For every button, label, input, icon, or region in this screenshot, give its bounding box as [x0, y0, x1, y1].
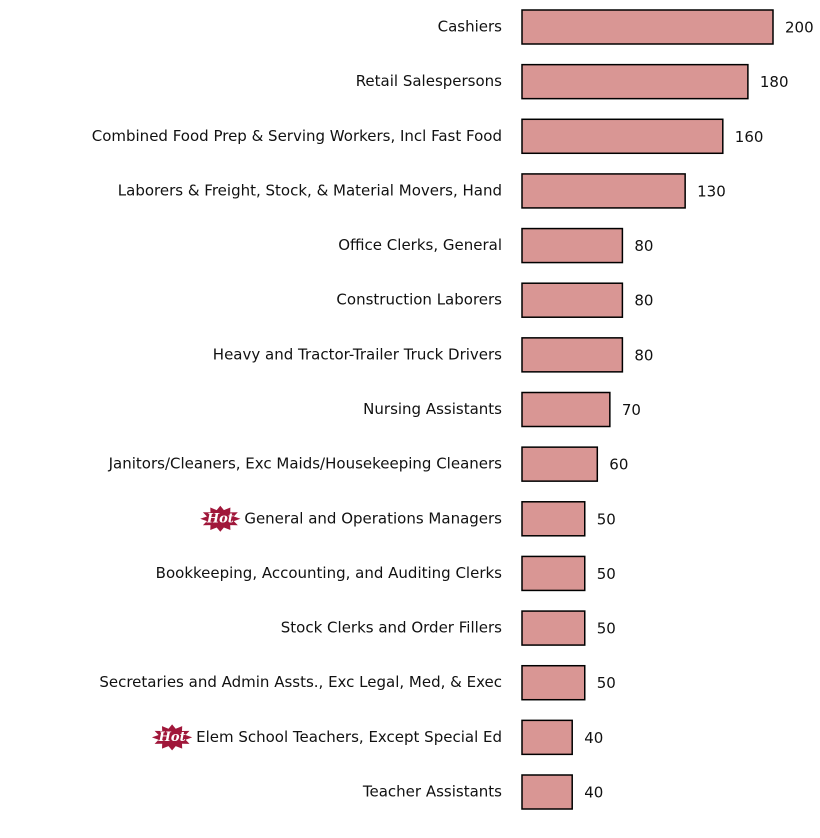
bar [521, 719, 573, 756]
bar [521, 118, 724, 155]
hot-badge [151, 724, 193, 751]
category-label: Elem School Teachers, Except Special Ed [196, 728, 502, 746]
category-label: Office Clerks, General [338, 236, 502, 254]
category-label: Heavy and Tractor-Trailer Truck Drivers [213, 345, 502, 363]
bar [521, 610, 586, 646]
value-label: 130 [697, 182, 726, 200]
bar [521, 282, 624, 318]
value-label: 50 [597, 510, 616, 528]
value-label: 40 [584, 784, 603, 802]
bar [521, 173, 686, 209]
value-label: 50 [597, 565, 616, 583]
category-label: Teacher Assistants [362, 783, 502, 801]
category-label: Combined Food Prep & Serving Workers, In… [92, 127, 502, 145]
bar [521, 227, 624, 264]
category-label: Cashiers [438, 18, 503, 36]
hot-badge-text: Hot [158, 730, 186, 745]
value-label: 50 [597, 674, 616, 692]
value-label: 80 [634, 292, 653, 310]
value-label: 70 [622, 401, 641, 419]
value-label: 160 [735, 128, 764, 146]
hot-badge-text: Hot [206, 511, 234, 526]
bar [521, 501, 586, 537]
bar [521, 391, 611, 428]
bar [521, 9, 774, 45]
bar [521, 664, 586, 701]
value-label: 200 [785, 19, 814, 37]
value-label: 60 [609, 456, 628, 474]
category-label: Janitors/Cleaners, Exc Maids/Housekeepin… [108, 455, 503, 473]
value-label: 40 [584, 729, 603, 747]
category-label: Stock Clerks and Order Fillers [281, 619, 502, 637]
bar [521, 555, 586, 592]
category-label: Laborers & Freight, Stock, & Material Mo… [118, 181, 502, 199]
bar [521, 774, 573, 810]
bar [521, 63, 749, 100]
category-label: Secretaries and Admin Assts., Exc Legal,… [99, 673, 502, 691]
value-label: 80 [634, 346, 653, 364]
bar [521, 446, 599, 482]
value-label: 80 [634, 237, 653, 255]
category-label: Construction Laborers [336, 291, 502, 309]
category-label: Retail Salespersons [356, 72, 502, 90]
value-label: 50 [597, 620, 616, 638]
category-label: Nursing Assistants [363, 400, 502, 418]
bar [521, 337, 624, 373]
category-label: General and Operations Managers [244, 509, 502, 527]
value-label: 180 [760, 73, 789, 91]
hot-badge [200, 505, 241, 532]
category-label: Bookkeeping, Accounting, and Auditing Cl… [156, 564, 503, 582]
